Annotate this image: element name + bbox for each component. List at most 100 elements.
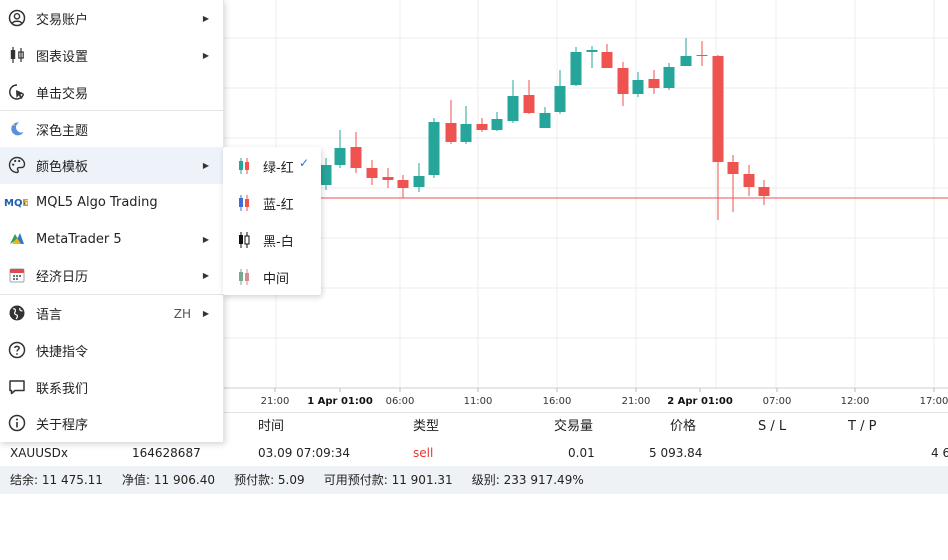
time-axis-label: 21:00: [261, 396, 290, 407]
chevron-right-icon: ▶: [202, 235, 209, 244]
menu-item-about[interactable]: 关于程序: [0, 405, 223, 442]
pointer-click-icon: [8, 83, 26, 101]
account-summary: 结余: 11 475.11 净值: 11 906.40 预付款: 5.09 可用…: [0, 466, 948, 494]
menu-item-language[interactable]: 语言 ZH ▶: [0, 295, 223, 332]
candle-body-bearish: [382, 177, 394, 180]
col-sl-header[interactable]: S / L: [758, 419, 787, 434]
menu-item-one-click-trading[interactable]: 单击交易: [0, 74, 223, 111]
moon-icon: [8, 120, 26, 138]
menu-item-dark-theme[interactable]: 深色主题: [0, 111, 223, 148]
volume-cell: 0.01: [568, 446, 595, 460]
candle-body-bearish: [758, 187, 770, 196]
candle-body-bearish: [350, 147, 362, 168]
col-time-header[interactable]: 时间: [258, 419, 285, 434]
metatrader5-logo-icon: [8, 230, 26, 248]
candle-body-bullish: [680, 56, 692, 66]
candle-body-bullish: [334, 148, 346, 165]
candle-body-bearish: [727, 162, 739, 174]
user-circle-icon: [8, 9, 26, 27]
candles-black-white-icon: [239, 232, 250, 248]
submenu-item-green-red[interactable]: 绿-红 ✓: [223, 147, 321, 184]
time-axis-label: 21:00: [622, 396, 651, 407]
candle-body-bearish: [397, 180, 409, 188]
candle-body-bearish: [445, 123, 457, 142]
candle-body-bullish: [491, 119, 503, 130]
candle-body-bearish: [696, 55, 708, 56]
balance-value: 结余: 11 475.11: [10, 473, 103, 487]
menu-label: MetaTrader 5: [36, 232, 122, 247]
price-cell: 5 093.84: [649, 446, 703, 460]
submenu-label: 绿-红: [263, 161, 294, 176]
candle-body-bullish: [539, 113, 551, 128]
candle-body-bearish: [476, 124, 488, 130]
time-axis-label: 16:00: [543, 396, 572, 407]
menu-label: 经济日历: [36, 270, 89, 285]
main-menu: 交易账户 ▶ 图表设置 ▶ 单击交易 深色主题 颜色模板 ▶ MQL 5 MQL5…: [0, 0, 224, 442]
candles-neutral-icon: [239, 269, 249, 285]
submenu-label: 黑-白: [263, 235, 294, 250]
chat-icon: [8, 378, 26, 396]
menu-item-chart-settings[interactable]: 图表设置 ▶: [0, 37, 223, 74]
time-axis-label: 17:00: [920, 396, 948, 407]
candles-blue-red-icon: [239, 195, 249, 211]
submenu-item-blue-red[interactable]: 蓝-红: [223, 184, 321, 221]
menu-item-shortcuts[interactable]: 快捷指令: [0, 332, 223, 369]
candle-body-bullish: [663, 67, 675, 88]
candle-body-bearish: [648, 79, 660, 88]
menu-item-mql5-algo-trading[interactable]: MQL 5 MQL5 Algo Trading: [0, 184, 223, 221]
col-tp-header[interactable]: T / P: [848, 419, 877, 434]
candle-body-bearish: [366, 168, 378, 178]
calendar-icon: [8, 266, 26, 284]
question-circle-icon: [8, 341, 26, 359]
col-type-header[interactable]: 类型: [413, 419, 440, 434]
chevron-right-icon: ▶: [202, 161, 209, 170]
menu-item-color-template[interactable]: 颜色模板 ▶: [0, 147, 223, 184]
equity-value: 净值: 11 906.40: [122, 473, 215, 487]
symbol-cell: XAUUSDx: [10, 446, 68, 460]
language-code: ZH: [173, 306, 191, 321]
candle-body-bullish: [586, 50, 598, 52]
globe-icon: [8, 304, 26, 322]
menu-item-trading-account[interactable]: 交易账户 ▶: [0, 0, 223, 37]
candles-icon: [8, 46, 26, 64]
candle-body-bearish: [523, 95, 535, 113]
menu-divider: [0, 110, 223, 111]
time-cell: 03.09 07:09:34: [258, 446, 351, 460]
candle-body-bullish: [460, 124, 472, 142]
menu-label: MQL5 Algo Trading: [36, 195, 158, 210]
candle-body-bearish: [601, 52, 613, 68]
candle-body-bearish: [743, 174, 755, 187]
svg-text:MQL: MQL: [4, 198, 28, 209]
mql5-logo-icon: MQL 5: [4, 193, 28, 211]
menu-item-metatrader5[interactable]: MetaTrader 5 ▶: [0, 221, 223, 258]
palette-icon: [8, 156, 26, 174]
candles-green-red-icon: [239, 158, 249, 174]
candle-body-bullish: [320, 165, 332, 185]
submenu-item-neutral[interactable]: 中间: [223, 258, 321, 295]
menu-label: 快捷指令: [36, 345, 89, 360]
color-template-submenu: 绿-红 ✓ 蓝-红 黑-白 中间: [223, 147, 321, 295]
menu-item-economic-calendar[interactable]: 经济日历 ▶: [0, 257, 223, 294]
margin-value: 预付款: 5.09: [234, 473, 305, 487]
chevron-right-icon: ▶: [202, 271, 209, 280]
menu-label: 深色主题: [36, 124, 89, 139]
time-axis-label: 12:00: [841, 396, 870, 407]
candle-body-bearish: [617, 68, 629, 94]
table-row[interactable]: XAUUSDx 164628687 03.09 07:09:34 sell 0.…: [0, 440, 948, 466]
candle-body-bullish: [632, 80, 644, 94]
menu-label: 语言: [36, 308, 63, 323]
menu-label: 单击交易: [36, 87, 89, 102]
candle-body-bullish: [507, 96, 519, 121]
info-circle-icon: [8, 414, 26, 432]
chart-canvas[interactable]: 21:00 1 Apr 01:00 06:00 11:00 16:00 21:00 2 Ap…: [0, 0, 948, 412]
chevron-right-icon: ▶: [202, 309, 209, 318]
menu-item-contact-us[interactable]: 联系我们: [0, 369, 223, 406]
time-axis-label: 06:00: [386, 396, 415, 407]
margin-level-value: 级别: 233 917.49%: [471, 473, 584, 487]
menu-label: 交易账户: [36, 13, 89, 28]
submenu-item-black-white[interactable]: 黑-白: [223, 221, 321, 258]
tp-cell: 4 6: [931, 446, 948, 460]
col-volume-header[interactable]: 交易量: [554, 419, 594, 434]
col-price-header[interactable]: 价格: [670, 419, 697, 434]
time-axis-label: 11:00: [464, 396, 493, 407]
